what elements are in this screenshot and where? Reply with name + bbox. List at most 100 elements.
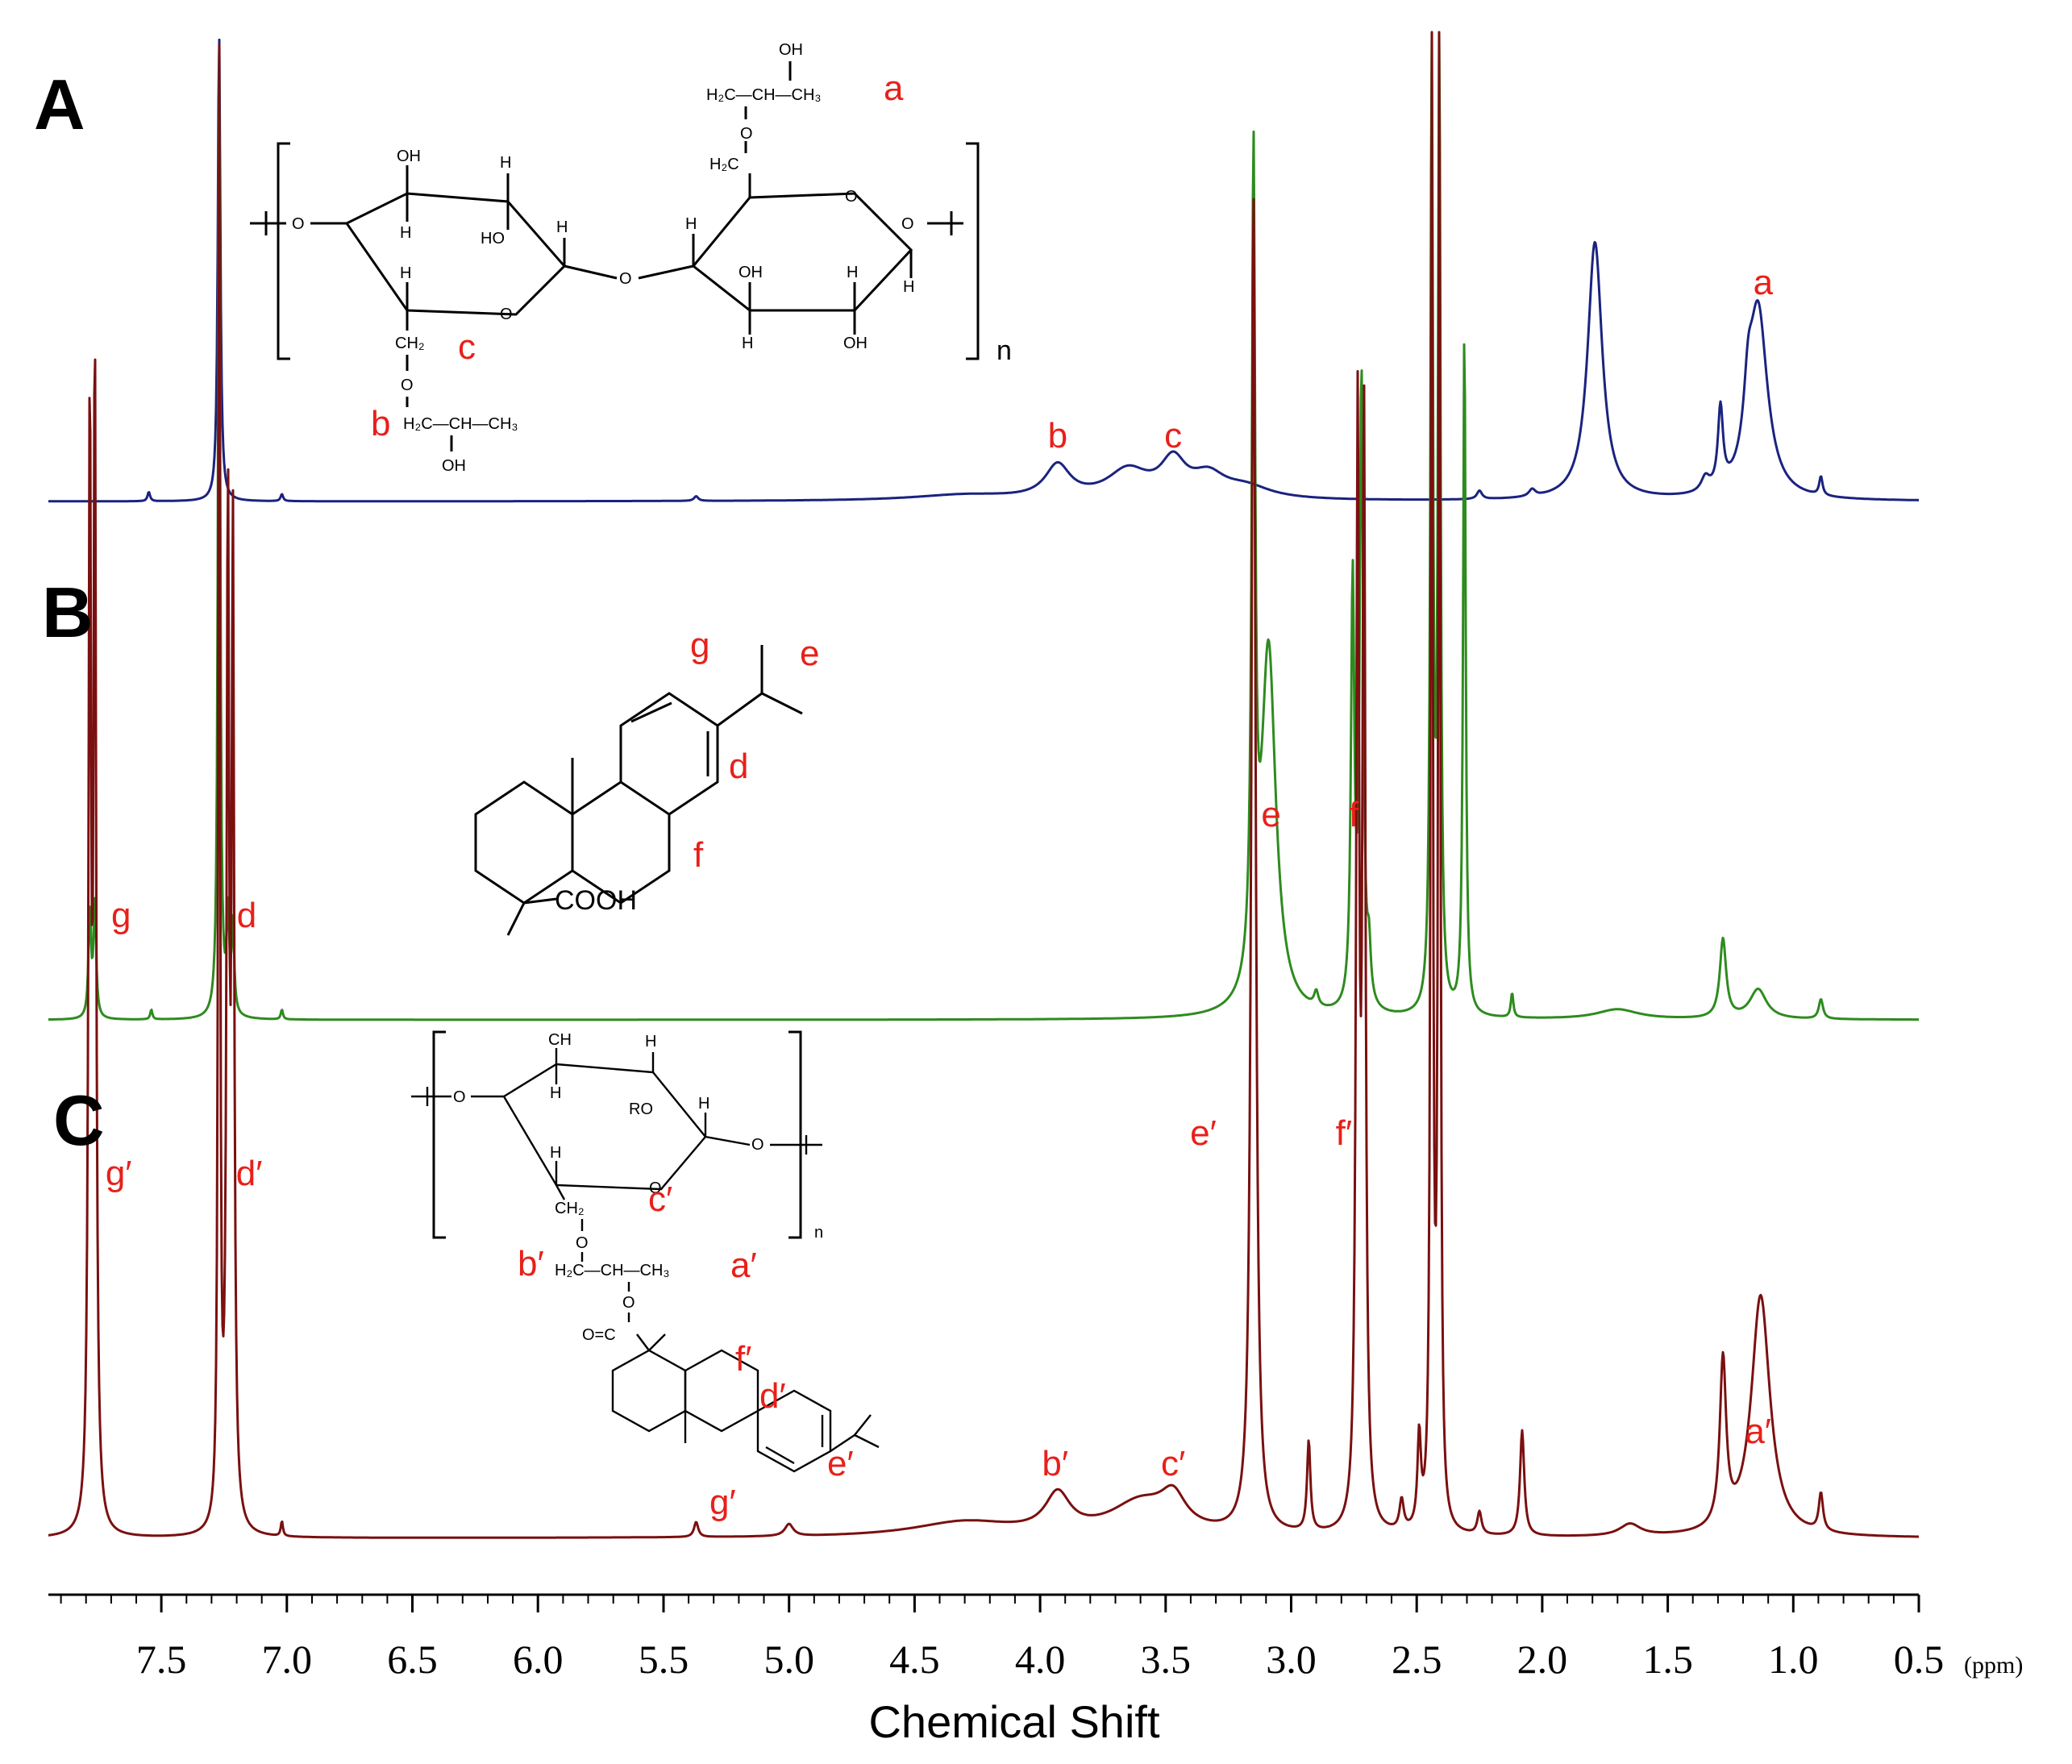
svg-text:CH₂: CH₂ (395, 335, 425, 352)
ring-1 (344, 192, 567, 316)
peak-label-b: f (1349, 795, 1359, 834)
svg-text:f′: f′ (735, 1339, 751, 1379)
svg-text:g′: g′ (709, 1483, 736, 1522)
svg-text:OH: OH (779, 41, 803, 59)
peak-label-a: c (1164, 416, 1182, 456)
svg-text:H: H (550, 1084, 561, 1102)
x-tick-label: 6.0 (513, 1637, 564, 1682)
svg-text:H: H (742, 335, 753, 352)
svg-text:O: O (292, 215, 305, 233)
x-axis-title: Chemical Shift (868, 1696, 1159, 1747)
svg-text:O: O (576, 1234, 589, 1252)
x-tick-label: 1.5 (1642, 1637, 1693, 1682)
peak-label-c: g′ (106, 1154, 132, 1193)
peak-label-b: e (1261, 795, 1280, 834)
svg-text:a: a (884, 69, 904, 108)
svg-text:n: n (814, 1224, 823, 1242)
svg-text:a′: a′ (730, 1246, 757, 1285)
svg-text:H₂C—CH—CH₃: H₂C—CH—CH₃ (706, 86, 822, 104)
spectrum-c (48, 31, 1920, 1539)
structure-labels: a c b g e d f c′ b′ a′ f′ d′ e′ g′ (371, 69, 904, 1522)
svg-text:H: H (645, 1033, 656, 1050)
svg-text:O: O (401, 377, 414, 394)
svg-text:OH: OH (843, 335, 867, 352)
peak-label-c: f′ (1336, 1113, 1352, 1153)
x-tick-label: 7.0 (262, 1637, 313, 1682)
peak-label-c: b′ (1042, 1444, 1068, 1483)
peak-label-a: b (1048, 416, 1067, 456)
svg-text:e′: e′ (827, 1444, 854, 1483)
svg-text:OH: OH (442, 457, 466, 475)
svg-text:RO: RO (629, 1100, 653, 1118)
panel-letter-b: B (42, 572, 94, 652)
x-tick-label: 2.5 (1392, 1637, 1442, 1682)
x-axis-ticks: 7.5 7.0 6.5 6.0 5.5 5.0 4.5 4.0 3.5 3.0 2.5 2.0 1.5 1… (60, 1595, 1945, 1682)
peak-label-c: c′ (1161, 1444, 1185, 1483)
x-tick-label: 3.0 (1266, 1637, 1317, 1682)
svg-text:H: H (903, 278, 914, 296)
spectra-traces (48, 31, 1920, 1539)
svg-text:H: H (500, 154, 511, 172)
svg-text:g: g (690, 626, 709, 665)
svg-text:c: c (458, 327, 476, 367)
svg-text:O: O (500, 306, 513, 323)
svg-text:f: f (693, 835, 704, 875)
svg-text:b: b (371, 404, 390, 443)
panel-letter-a: A (34, 64, 85, 144)
x-tick-label: 4.5 (889, 1637, 940, 1682)
svg-text:e: e (800, 634, 819, 673)
spectrum-a (48, 38, 1920, 503)
svg-text:H₂C: H₂C (709, 156, 739, 173)
bracket-right-a (966, 142, 980, 360)
svg-text:H: H (847, 264, 858, 281)
structure-b: COOH (474, 645, 803, 936)
x-tick-label: 5.0 (763, 1637, 814, 1682)
structure-a-n: n (996, 335, 1012, 366)
peak-label-c: e′ (1190, 1113, 1217, 1153)
peak-label-c: a′ (1745, 1412, 1771, 1451)
peak-label-a: a (1754, 263, 1774, 302)
x-axis-unit: (ppm) (1964, 1652, 2023, 1679)
svg-text:CH₂: CH₂ (555, 1200, 585, 1217)
spectrum-b (48, 31, 1920, 1021)
svg-text:d: d (729, 747, 748, 786)
svg-text:O: O (619, 270, 632, 288)
svg-text:OH: OH (739, 264, 763, 281)
x-tick-label: 6.5 (387, 1637, 438, 1682)
svg-text:O=C: O=C (582, 1326, 616, 1344)
x-tick-label: 4.0 (1015, 1637, 1066, 1682)
svg-text:H: H (400, 224, 411, 242)
svg-text:H: H (400, 264, 411, 282)
svg-text:O: O (649, 1179, 662, 1197)
panel-letter-c: C (53, 1080, 105, 1160)
structure-a: n O O OH H H HO H H O O O H OH H (250, 41, 1012, 475)
svg-text:O: O (751, 1136, 764, 1154)
svg-text:O: O (622, 1294, 635, 1312)
svg-text:OH: OH (397, 148, 421, 165)
svg-text:H₂C—CH—CH₃: H₂C—CH—CH₃ (403, 415, 518, 433)
svg-text:COOH: COOH (555, 885, 637, 916)
peak-label-b: d (237, 896, 256, 935)
x-tick-label: 7.5 (136, 1637, 187, 1682)
svg-text:H: H (556, 218, 568, 236)
svg-text:O: O (453, 1088, 466, 1106)
x-axis: 7.5 7.0 6.5 6.0 5.5 5.0 4.5 4.0 3.5 3.0 2.5 2.0 1.5 1… (48, 1593, 2023, 1747)
peak-label-b: g (111, 896, 131, 935)
structure-c: n O CH H H RO H H O O CH₂ O H₂C—CH—CH₃ O… (411, 1030, 880, 1473)
svg-text:H₂C—CH—CH₃: H₂C—CH—CH₃ (555, 1262, 670, 1279)
svg-text:O: O (845, 188, 858, 206)
svg-text:HO: HO (481, 230, 505, 248)
ring-2 (691, 192, 913, 312)
svg-text:H: H (685, 215, 697, 233)
peak-labels: b c a g d e f g′ d′ b′ c′ e′ f′ a′ (106, 263, 1774, 1483)
x-tick-label: 0.5 (1894, 1637, 1945, 1682)
x-tick-label: 5.5 (639, 1637, 689, 1682)
svg-text:CH: CH (548, 1031, 572, 1049)
peak-label-c: d′ (236, 1154, 263, 1193)
x-tick-label: 1.0 (1768, 1637, 1819, 1682)
x-tick-label: 3.5 (1141, 1637, 1192, 1682)
x-tick-label: 2.0 (1517, 1637, 1568, 1682)
svg-text:O: O (901, 215, 914, 233)
bracket-left-a (277, 142, 290, 360)
